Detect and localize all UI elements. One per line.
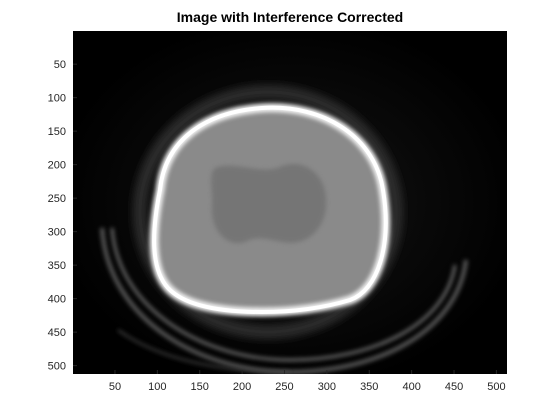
- axis-ticks: 50 100 150 200 250 300 350 400 450 500 50 100 150 200…: [48, 59, 506, 393]
- x-tick-label: 500: [487, 381, 505, 393]
- ct-slice: [73, 31, 507, 374]
- scalp-halo: [133, 85, 403, 339]
- x-tick-label: 100: [148, 381, 166, 393]
- x-tick-label: 50: [109, 381, 121, 393]
- x-tick-label: 400: [402, 381, 420, 393]
- y-tick-label: 500: [48, 361, 66, 373]
- y-tick-label: 350: [48, 260, 66, 272]
- y-tick-label: 300: [48, 227, 66, 239]
- y-tick-label: 400: [48, 294, 66, 306]
- skull-ring-core: [152, 105, 388, 315]
- x-tick-label: 450: [445, 381, 463, 393]
- lower-arc-artifact: [117, 329, 291, 373]
- y-tick-label: 50: [54, 59, 66, 71]
- figure-title: Image with Interference Corrected: [176, 9, 404, 25]
- x-tick-label: 350: [360, 381, 378, 393]
- y-tick-label: 200: [48, 160, 66, 172]
- y-tick-label: 450: [48, 327, 66, 339]
- y-tick-label: 250: [48, 193, 66, 205]
- y-tick-label: 100: [48, 93, 66, 105]
- y-tick-label: 150: [48, 126, 66, 138]
- brain-dark-region: [211, 163, 327, 244]
- inner-ring-artifact: [110, 227, 457, 362]
- x-tick-label: 250: [275, 381, 293, 393]
- x-tick-label: 150: [191, 381, 209, 393]
- x-tick-label: 300: [318, 381, 336, 393]
- x-tick-label: 200: [233, 381, 251, 393]
